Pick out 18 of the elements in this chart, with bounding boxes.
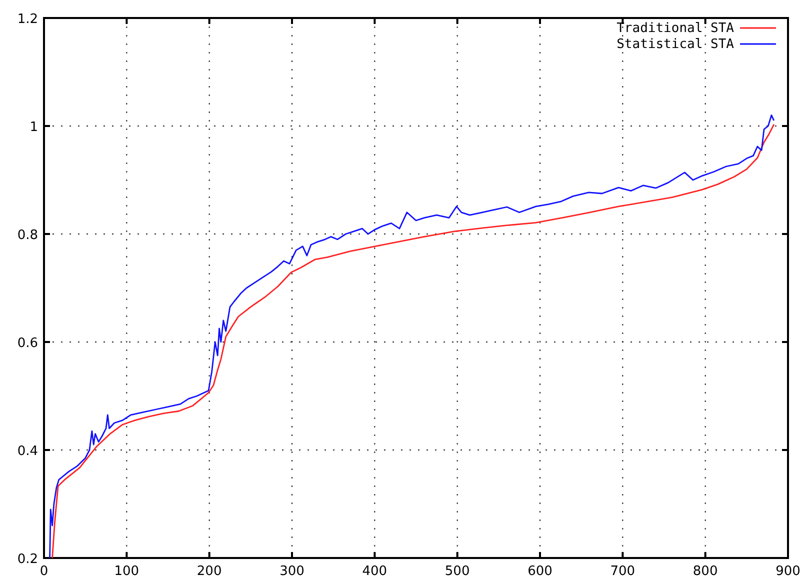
x-tick-label: 900	[776, 564, 800, 579]
legend-label: Statistical STA	[616, 37, 734, 52]
y-tick-label: 0.8	[17, 228, 38, 243]
x-tick-label: 500	[444, 564, 470, 579]
y-tick-label: 0.6	[17, 336, 38, 351]
x-tick-label: 0	[40, 564, 48, 579]
y-tick-label: 0.2	[17, 552, 38, 567]
x-tick-label: 300	[280, 564, 304, 579]
x-tick-label: 800	[692, 564, 718, 579]
y-tick-label: 1.2	[17, 12, 38, 27]
y-tick-label: 0.4	[17, 444, 38, 459]
legend-label: Traditional STA	[616, 21, 734, 36]
x-tick-label: 100	[114, 564, 140, 579]
x-tick-label: 400	[362, 564, 388, 579]
x-tick-label: 200	[196, 564, 222, 579]
x-tick-label: 700	[610, 564, 636, 579]
x-tick-label: 600	[528, 564, 552, 579]
y-tick-label: 1	[30, 120, 38, 135]
